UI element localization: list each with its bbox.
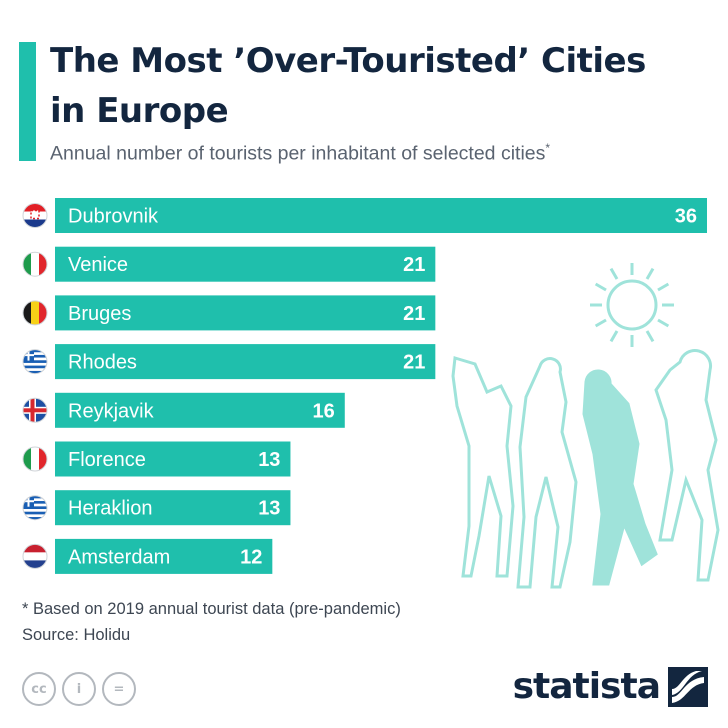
source-note: Source: Holidu <box>22 626 131 644</box>
subtitle-text: Annual number of tourists per inhabitant… <box>50 142 546 165</box>
bar-value-label: 21 <box>403 303 425 325</box>
bar <box>55 392 345 428</box>
italy-flag <box>22 251 48 277</box>
bar-category-label: Bruges <box>68 303 131 325</box>
greece-flag <box>22 495 48 521</box>
chart-title: The Most ’Over-Touristed’ Cities in Euro… <box>50 41 646 131</box>
bar-category-label: Dubrovnik <box>68 206 159 228</box>
cc-icon[interactable]: cc <box>22 672 56 706</box>
bar <box>55 538 273 574</box>
italy-flag <box>22 446 48 472</box>
statista-mark-icon <box>668 666 708 707</box>
bar-category-label: Heraklion <box>68 498 152 520</box>
bar <box>55 490 291 526</box>
bar <box>55 441 291 477</box>
bar-value-label: 12 <box>240 546 262 568</box>
attribution-icon[interactable]: i <box>62 672 96 706</box>
bar <box>55 246 436 282</box>
bar-category-label: Rhodes <box>68 352 137 374</box>
bar-value-label: 16 <box>313 400 335 422</box>
sun-ray <box>645 330 655 343</box>
no-derivatives-icon[interactable]: = <box>102 672 136 706</box>
tourist-silhouette <box>516 357 578 589</box>
chart-subtitle: Annual number of tourists per inhabitant… <box>50 141 720 166</box>
bar-category-label: Reykjavik <box>68 400 155 422</box>
tourist-silhouette <box>582 369 658 586</box>
iceland-flag <box>22 397 48 423</box>
sun-ray <box>645 267 655 280</box>
belgium-flag <box>22 300 48 326</box>
sun-ray <box>594 318 607 328</box>
bar-value-label: 13 <box>258 449 280 471</box>
bar-value-label: 21 <box>403 352 425 374</box>
tourist-silhouette <box>654 349 720 582</box>
croatia-flag <box>22 203 48 228</box>
bar-chart: Dubrovnik 36 Venice 21 Bruges 21 Rhodes 21 Reykj… <box>22 198 720 589</box>
bar <box>55 198 707 233</box>
netherlands-flag <box>22 543 48 569</box>
bar <box>55 344 436 380</box>
footnote: * Based on 2019 annual tourist data (pre… <box>22 600 401 618</box>
bars-group: Dubrovnik 36 Venice 21 Bruges 21 Rhodes 21 Reykj… <box>22 198 707 574</box>
sun-ray <box>657 282 670 292</box>
statista-logo[interactable]: statista <box>513 666 708 707</box>
bar-value-label: 13 <box>258 498 280 520</box>
sun-ray <box>609 267 619 280</box>
bar <box>55 295 436 331</box>
tourist-silhouette <box>451 356 515 578</box>
bar-value-label: 21 <box>403 254 425 276</box>
bar-value-label: 36 <box>675 206 697 228</box>
brand-name: statista <box>512 666 661 707</box>
sun-ray <box>657 318 670 328</box>
sun-ray <box>594 282 607 292</box>
bar-category-label: Venice <box>68 254 128 276</box>
sun-ray <box>609 330 619 343</box>
bar-category-label: Florence <box>68 449 146 471</box>
license-icons: cc i = <box>22 672 136 706</box>
greece-flag <box>22 349 48 375</box>
bar-category-label: Amsterdam <box>68 546 170 568</box>
tourists-illustration <box>451 263 720 589</box>
subtitle-footnote-marker: * <box>545 141 551 155</box>
sun-icon <box>590 263 674 347</box>
title-accent-bar <box>19 42 36 161</box>
